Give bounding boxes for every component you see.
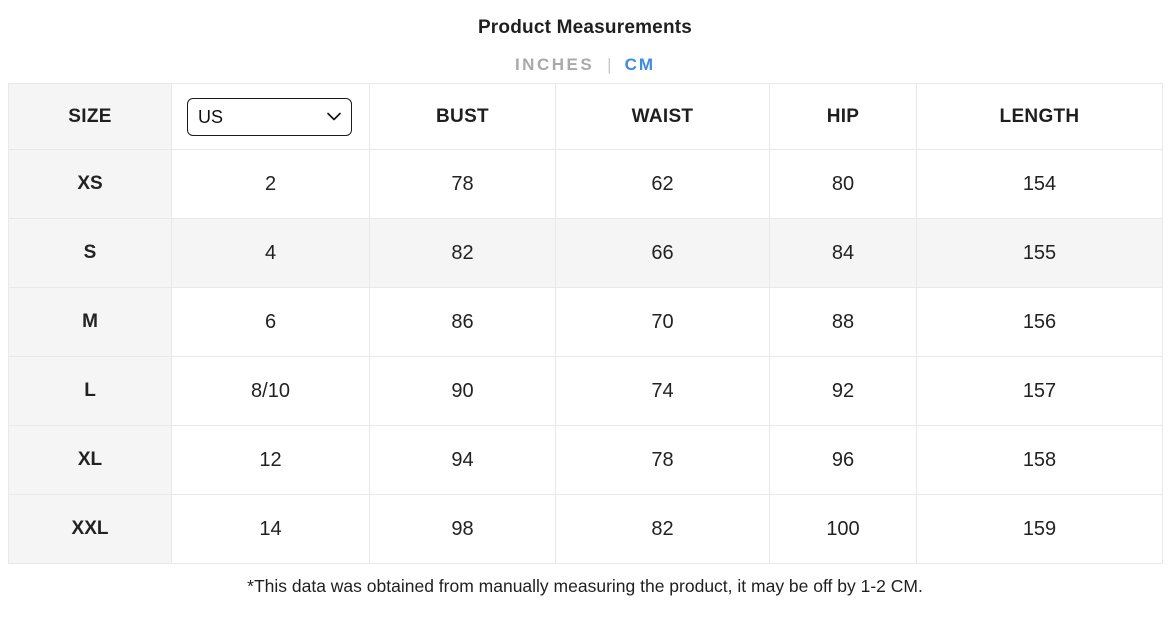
table-header-row: SIZE US BUST WAIST HIP LENGTH	[8, 83, 1163, 150]
length-cell: 154	[916, 149, 1163, 219]
panel-header: Product Measurements INCHES | CM	[0, 0, 1170, 75]
table-row-xxl: XXL 14 98 82 100 159	[8, 494, 1163, 564]
hip-cell: 100	[769, 494, 917, 564]
size-standard-select-wrap: US	[187, 97, 352, 136]
size-cell: S	[8, 218, 172, 288]
bust-cell: 86	[369, 287, 556, 357]
waist-cell: 66	[555, 218, 770, 288]
table-row-m: M 6 86 70 88 156	[8, 287, 1163, 357]
unit-cm-button[interactable]: CM	[624, 55, 656, 74]
waist-cell: 70	[555, 287, 770, 357]
hip-cell: 88	[769, 287, 917, 357]
column-header-size: SIZE	[8, 83, 172, 150]
length-cell: 159	[916, 494, 1163, 564]
measurements-table: SIZE US BUST WAIST HIP LENGTH	[8, 83, 1163, 564]
length-cell: 155	[916, 218, 1163, 288]
unit-inches-button[interactable]: INCHES	[514, 55, 595, 74]
length-cell: 158	[916, 425, 1163, 495]
table-row-xs: XS 2 78 62 80 154	[8, 149, 1163, 219]
size-cell: XL	[8, 425, 172, 495]
std-size-cell: 4	[171, 218, 370, 288]
bust-cell: 78	[369, 149, 556, 219]
size-standard-select[interactable]: US	[187, 97, 352, 136]
size-standard-header-cell: US	[171, 83, 370, 150]
size-cell: M	[8, 287, 172, 357]
bust-cell: 90	[369, 356, 556, 426]
bust-cell: 94	[369, 425, 556, 495]
unit-toggle: INCHES | CM	[0, 55, 1170, 75]
hip-cell: 80	[769, 149, 917, 219]
column-header-waist: WAIST	[555, 83, 770, 150]
hip-cell: 92	[769, 356, 917, 426]
length-cell: 156	[916, 287, 1163, 357]
waist-cell: 74	[555, 356, 770, 426]
table-row-s: S 4 82 66 84 155	[8, 218, 1163, 288]
column-header-hip: HIP	[769, 83, 917, 150]
waist-cell: 78	[555, 425, 770, 495]
table-row-xl: XL 12 94 78 96 158	[8, 425, 1163, 495]
table-row-l: L 8/10 90 74 92 157	[8, 356, 1163, 426]
size-cell: L	[8, 356, 172, 426]
length-cell: 157	[916, 356, 1163, 426]
std-size-cell: 14	[171, 494, 370, 564]
std-size-cell: 8/10	[171, 356, 370, 426]
waist-cell: 62	[555, 149, 770, 219]
waist-cell: 82	[555, 494, 770, 564]
std-size-cell: 12	[171, 425, 370, 495]
unit-separator: |	[607, 55, 612, 74]
std-size-cell: 2	[171, 149, 370, 219]
std-size-cell: 6	[171, 287, 370, 357]
column-header-length: LENGTH	[916, 83, 1163, 150]
hip-cell: 96	[769, 425, 917, 495]
hip-cell: 84	[769, 218, 917, 288]
column-header-bust: BUST	[369, 83, 556, 150]
measurement-disclaimer: *This data was obtained from manually me…	[247, 576, 923, 596]
product-measurements-panel: Product Measurements INCHES | CM SIZE US	[0, 0, 1170, 596]
page-title: Product Measurements	[477, 17, 693, 38]
bust-cell: 98	[369, 494, 556, 564]
bust-cell: 82	[369, 218, 556, 288]
size-cell: XXL	[8, 494, 172, 564]
size-cell: XS	[8, 149, 172, 219]
